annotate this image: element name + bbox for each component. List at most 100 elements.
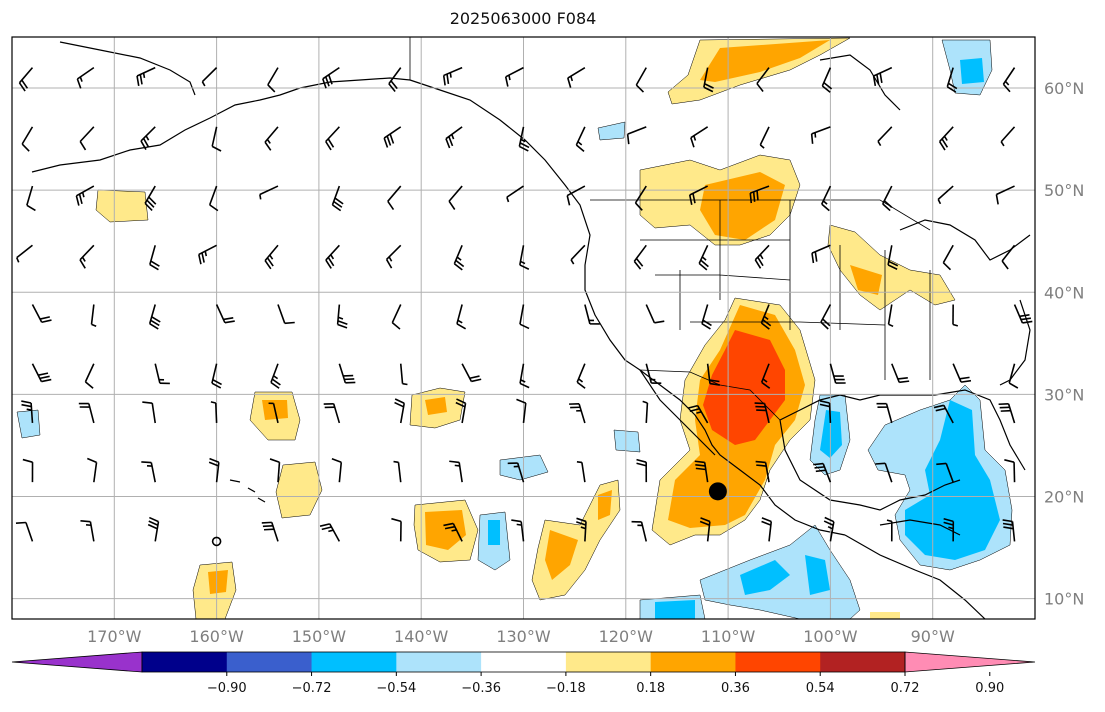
colorbar-segment bbox=[226, 652, 313, 672]
wind-barb bbox=[79, 244, 95, 269]
wind-barb bbox=[634, 185, 647, 211]
colorbar-tick-label: 0.90 bbox=[975, 681, 1004, 696]
wind-barb bbox=[756, 67, 770, 92]
negative-mid-region bbox=[655, 600, 695, 619]
wind-barb bbox=[453, 244, 465, 271]
colorbar-tick-label: −0.36 bbox=[461, 681, 501, 696]
colorbar-segment bbox=[311, 652, 397, 672]
colorbar-tick-label: 0.72 bbox=[891, 681, 920, 696]
positive-mid-region bbox=[545, 530, 578, 580]
positive-high-region bbox=[703, 330, 785, 445]
wind-barb bbox=[631, 520, 648, 542]
alaska-north-coast bbox=[59, 41, 196, 96]
wind-barb bbox=[277, 304, 295, 325]
longitude-label: 130°W bbox=[496, 627, 551, 646]
wind-barb bbox=[645, 304, 665, 324]
wind-barb bbox=[811, 244, 831, 264]
country-borders bbox=[409, 37, 931, 421]
positive-mid-region bbox=[425, 397, 447, 415]
wind-barb bbox=[755, 460, 770, 483]
wind-barb bbox=[995, 185, 1015, 205]
wind-barb bbox=[881, 185, 893, 212]
latitude-label: 10°N bbox=[1044, 590, 1084, 609]
wind-barb bbox=[149, 245, 160, 271]
negative-mid-region bbox=[740, 560, 790, 595]
wind-barb bbox=[140, 126, 156, 151]
colorbar-segment bbox=[650, 652, 736, 672]
wind-barb bbox=[936, 462, 954, 483]
wind-barb bbox=[1001, 244, 1016, 270]
latitude-label: 30°N bbox=[1044, 385, 1084, 404]
longitude-label: 110°W bbox=[701, 627, 756, 646]
latitude-label: 20°N bbox=[1044, 487, 1084, 506]
wind-barb bbox=[391, 304, 402, 330]
wind-barb bbox=[154, 363, 170, 385]
wind-barb bbox=[636, 458, 648, 483]
wind-barb bbox=[90, 304, 97, 327]
negative-mid-region bbox=[488, 520, 500, 545]
wind-barb bbox=[504, 66, 524, 87]
wind-barb bbox=[442, 66, 463, 86]
wind-barb bbox=[642, 400, 649, 424]
wind-barb bbox=[576, 517, 587, 542]
negative-mid-region bbox=[805, 555, 830, 595]
positive-light-region bbox=[275, 461, 323, 519]
hudson-bay bbox=[819, 54, 901, 111]
wind-barb bbox=[576, 461, 586, 483]
wind-barb bbox=[875, 462, 893, 483]
pacific-nw-coast bbox=[409, 79, 846, 536]
wind-barb bbox=[323, 402, 341, 424]
wind-barb bbox=[267, 67, 279, 93]
map-title: 2025063000 F084 bbox=[449, 9, 597, 28]
wind-barb bbox=[690, 126, 709, 148]
wind-barb bbox=[749, 185, 770, 204]
positive-mid-region bbox=[700, 40, 830, 82]
wind-barb bbox=[886, 519, 893, 542]
wind-barb bbox=[86, 457, 98, 483]
wind-barb bbox=[78, 402, 95, 424]
us-mexico-border bbox=[639, 369, 781, 421]
wind-barb bbox=[394, 398, 405, 424]
wind-barb bbox=[511, 519, 525, 542]
wind-barb bbox=[1000, 126, 1016, 147]
wind-barb bbox=[645, 363, 662, 384]
lat-lon-grid bbox=[12, 37, 1035, 619]
storm-center-marker bbox=[708, 482, 727, 501]
wind-barb bbox=[211, 126, 222, 152]
wind-barb bbox=[211, 363, 222, 389]
wind-barb bbox=[1013, 304, 1033, 324]
wind-barb bbox=[519, 363, 530, 389]
wind-barb bbox=[516, 398, 527, 424]
wind-barb bbox=[21, 400, 34, 424]
colorbar-segment bbox=[142, 652, 228, 672]
longitude-label: 170°W bbox=[87, 627, 142, 646]
colorbar-tick-label: −0.54 bbox=[376, 681, 416, 696]
wind-barb bbox=[887, 245, 899, 270]
wind-barb bbox=[519, 245, 530, 270]
wind-barb bbox=[269, 458, 281, 483]
colorbar-extend-low bbox=[11, 651, 143, 673]
colorbar-tick-label: 0.36 bbox=[721, 681, 750, 696]
positive-light-region bbox=[870, 612, 900, 619]
wind-barb bbox=[264, 126, 279, 151]
colorbar-segment bbox=[820, 652, 906, 672]
wind-barb bbox=[706, 363, 720, 386]
longitude-label: 150°W bbox=[292, 627, 347, 646]
wind-barbs bbox=[15, 66, 1033, 547]
positive-light-region bbox=[95, 189, 149, 223]
longitude-label: 120°W bbox=[599, 627, 654, 646]
wind-barb bbox=[688, 185, 708, 205]
wind-barb bbox=[268, 402, 279, 424]
latitude-label: 60°N bbox=[1044, 79, 1084, 98]
wind-barb bbox=[823, 516, 835, 542]
wind-barb bbox=[1004, 459, 1016, 483]
colorbar-segment bbox=[396, 652, 482, 672]
wind-barb bbox=[215, 304, 235, 324]
wind-barb bbox=[15, 521, 34, 542]
wind-barb bbox=[385, 244, 402, 269]
longitude-labels: 170°W 160°W 150°W 140°W 130°W 120°W 110°W 100°W… bbox=[87, 627, 955, 646]
mexico-gulf-coast bbox=[779, 419, 961, 511]
colorbar-tick-label: 0.54 bbox=[806, 681, 835, 696]
wind-barb bbox=[319, 523, 341, 542]
positive-mid-region bbox=[850, 265, 882, 295]
